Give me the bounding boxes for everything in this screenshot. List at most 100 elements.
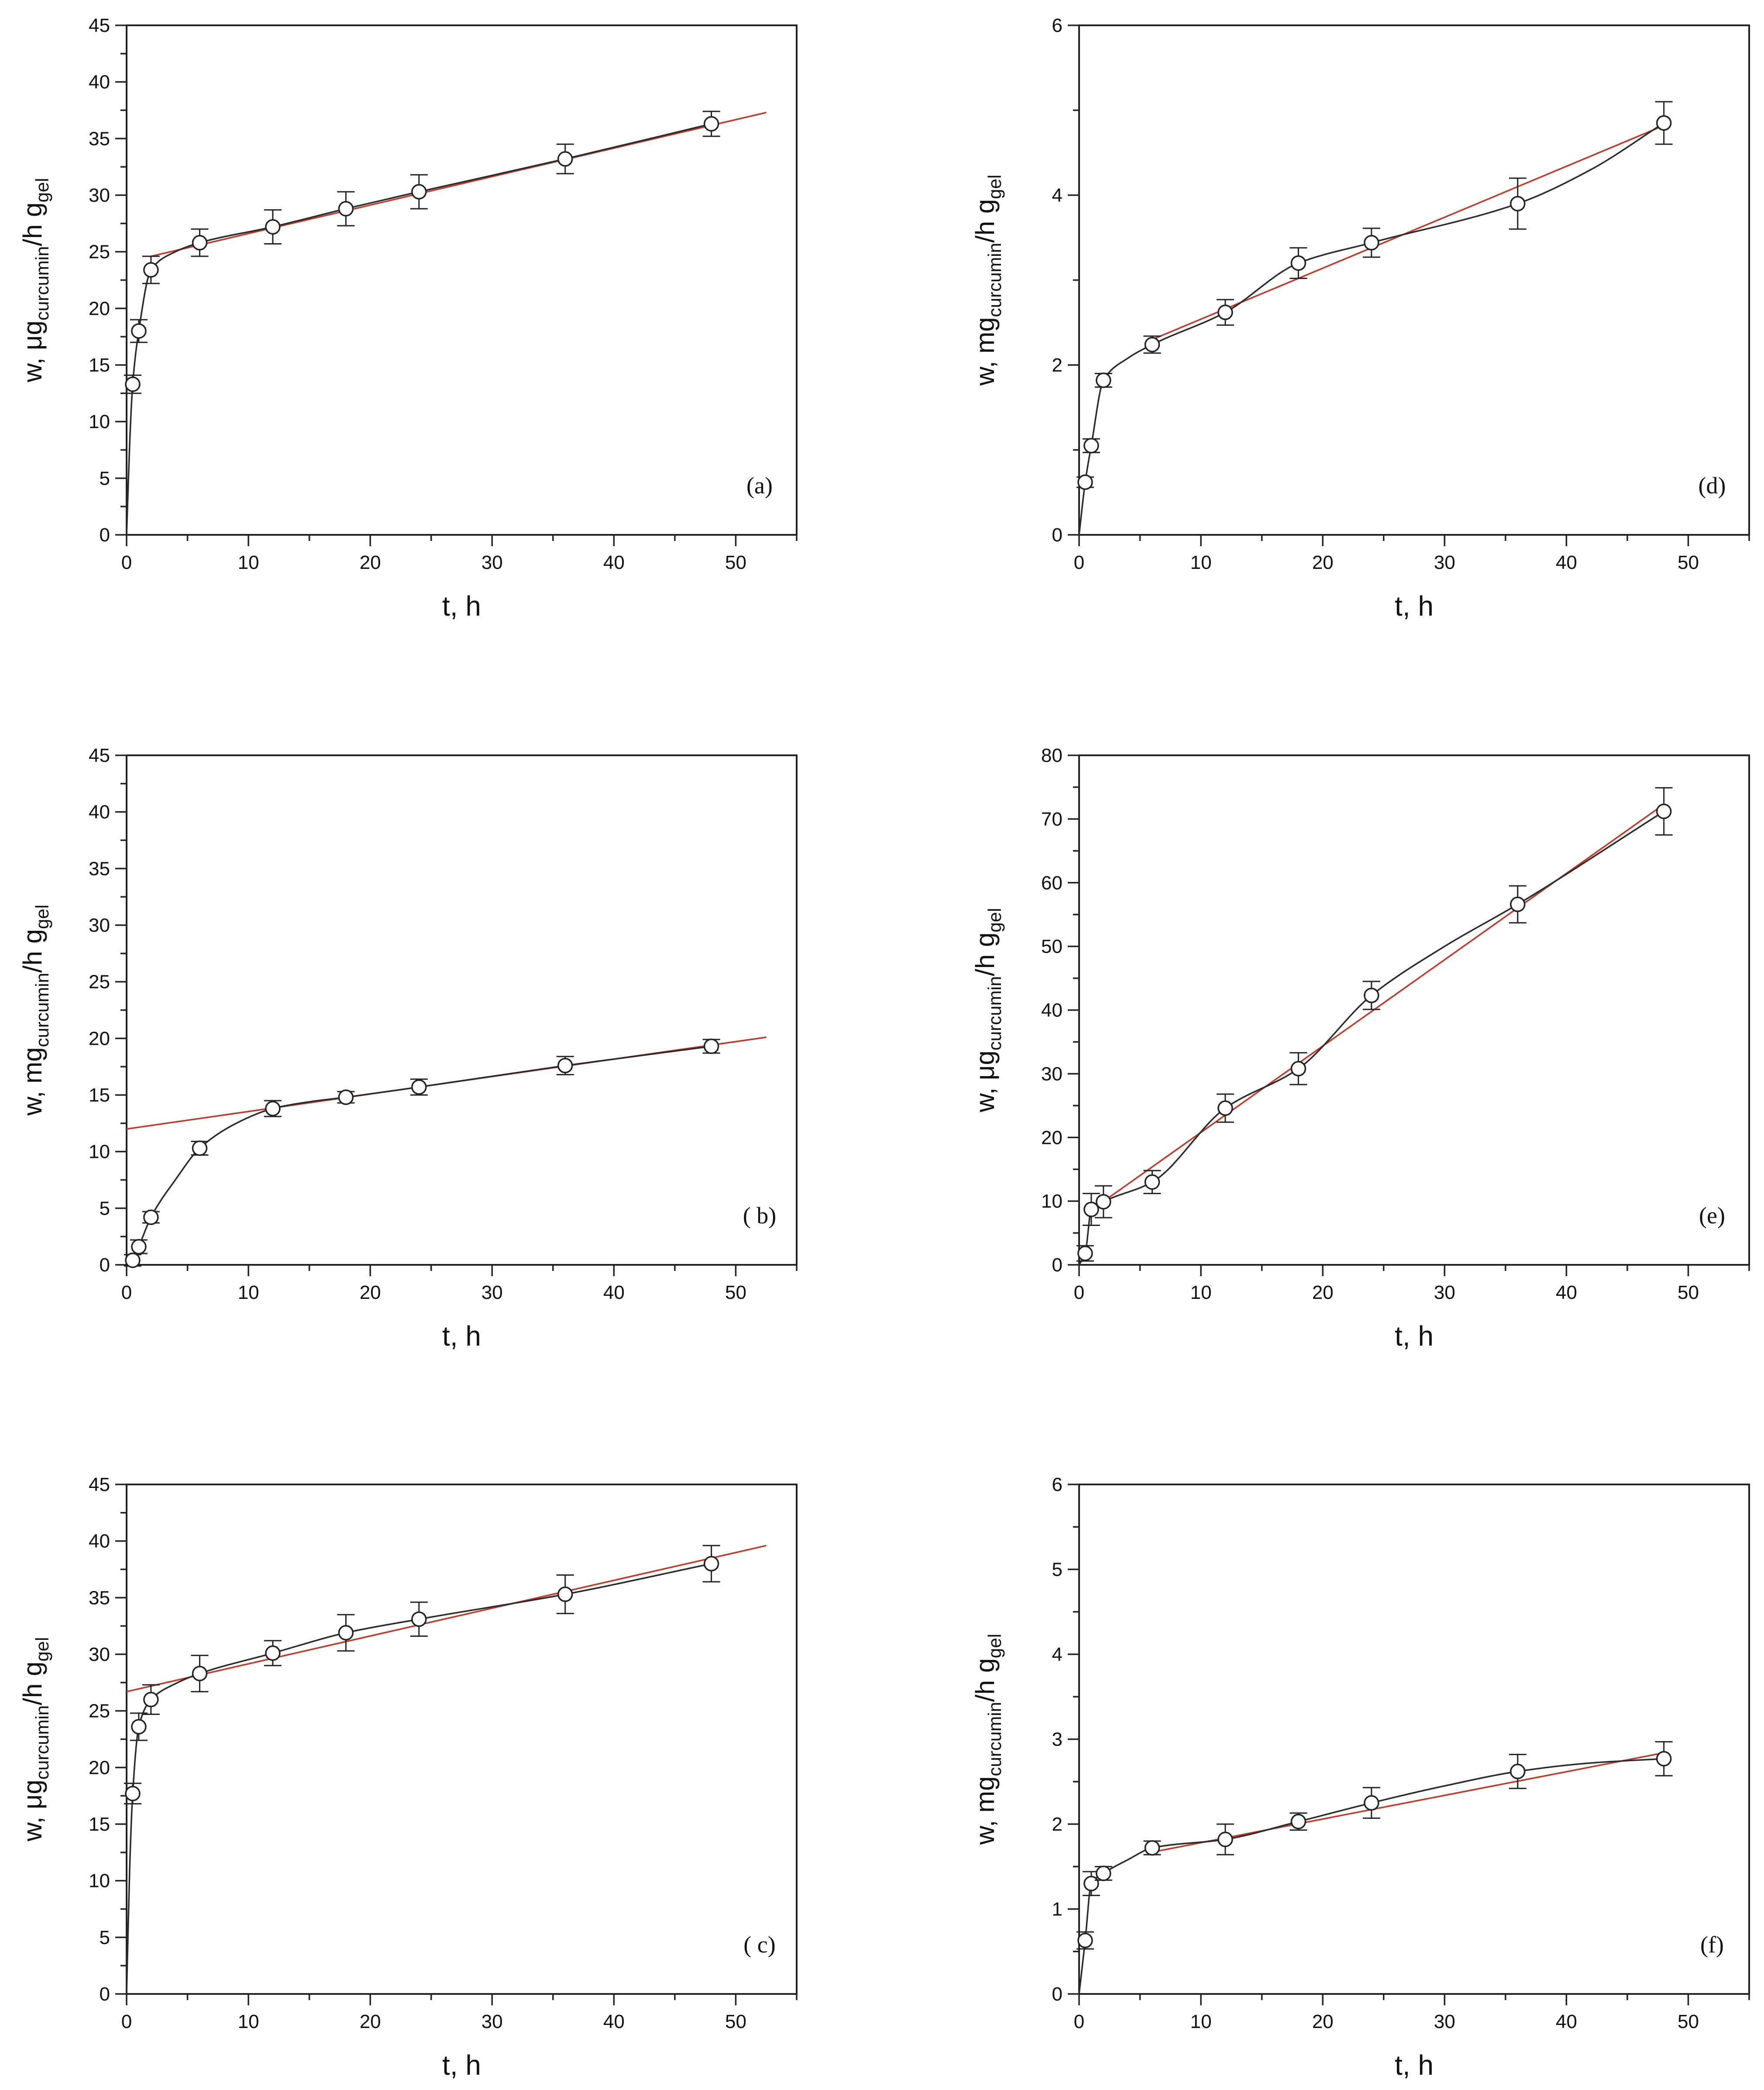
x-axis-label: t, h [442, 1320, 481, 1352]
data-point [1144, 1174, 1160, 1190]
y-tick-label: 20 [89, 1757, 110, 1778]
data-point [557, 1057, 573, 1074]
data-point [1217, 1832, 1233, 1847]
panel-label: (f) [1700, 1932, 1724, 1958]
data-point [1077, 474, 1093, 490]
data-point [1083, 438, 1099, 454]
data-point [703, 116, 719, 132]
data-point [143, 1691, 159, 1708]
y-axis-label-sub2: gel [32, 1637, 52, 1662]
y-axis-label-mid: /h g [18, 929, 47, 973]
x-tick-label: 0 [121, 1282, 132, 1303]
y-axis-label-sub1: curcumin [32, 973, 52, 1047]
y-axis-label-pre: w, μg [970, 1050, 1000, 1112]
y-tick-label: 40 [89, 1531, 110, 1552]
y-axis-label-mid: /h g [970, 199, 1000, 243]
y-tick-label: 0 [1052, 1983, 1063, 2005]
data-point [1364, 988, 1379, 1003]
x-tick-label: 0 [121, 2011, 132, 2032]
x-tick-label: 50 [725, 1282, 746, 1303]
x-tick-label: 40 [603, 2011, 625, 2032]
y-axis-label: w, mgcurcumin/h ggel [18, 905, 52, 1116]
y-axis-label-sub2: gel [984, 908, 1005, 933]
data-point [192, 1140, 208, 1156]
chart-panel-f: 0 10 20 30 40 50 0 1 2 3 4 5 6 t, h w, mgcurcumin/h gg… [970, 1474, 1750, 2081]
data-point [557, 151, 573, 167]
x-tick-label: 50 [725, 2011, 746, 2032]
y-tick-label: 80 [1041, 745, 1063, 766]
y-tick-label: 35 [89, 128, 110, 149]
data-point [411, 1611, 427, 1627]
y-tick-label: 0 [1052, 524, 1063, 546]
x-tick-label: 50 [1678, 2011, 1699, 2032]
y-tick-label: 5 [100, 1927, 110, 1948]
y-tick-label: 1 [1052, 1899, 1063, 1920]
x-tick-label: 0 [1074, 2011, 1084, 2032]
data-point [338, 1625, 354, 1641]
linear-fit-line [1152, 124, 1664, 341]
data-point [1077, 1932, 1093, 1949]
data-point [1364, 235, 1379, 251]
y-axis-label-sub1: curcumin [984, 1702, 1005, 1776]
y-tick-label: 30 [89, 915, 110, 936]
x-tick-label: 10 [238, 552, 259, 573]
data-point [338, 1089, 354, 1105]
y-tick-label: 70 [1041, 809, 1063, 830]
y-tick-label: 6 [1052, 1474, 1063, 1495]
y-axis-label-sub1: curcumin [32, 246, 52, 320]
y-tick-label: 35 [89, 1587, 110, 1608]
y-axis-label-pre: w, mg [18, 1047, 47, 1116]
x-tick-label: 30 [1434, 552, 1455, 573]
data-point [131, 323, 147, 339]
y-tick-label: 5 [1052, 1559, 1063, 1580]
y-tick-label: 4 [1052, 1644, 1063, 1665]
y-tick-label: 10 [89, 411, 110, 433]
x-tick-label: 30 [481, 552, 503, 573]
data-point [131, 1239, 147, 1255]
x-tick-label: 50 [725, 552, 746, 573]
x-axis-label: t, h [1395, 590, 1434, 622]
y-tick-label: 20 [89, 298, 110, 319]
data-point [1083, 1202, 1099, 1217]
data-point [1290, 1060, 1307, 1077]
x-tick-label: 20 [360, 552, 381, 573]
y-tick-label: 6 [1052, 15, 1063, 36]
y-axis-label-mid: /h g [18, 203, 47, 246]
data-point [1290, 1814, 1307, 1829]
y-axis-label-sub1: curcumin [32, 1705, 52, 1780]
y-tick-label: 60 [1041, 872, 1063, 894]
data-point [1290, 255, 1307, 271]
y-tick-label: 15 [89, 355, 110, 376]
y-tick-label: 40 [89, 72, 110, 93]
x-axis-label: t, h [442, 590, 481, 622]
y-tick-label: 10 [1041, 1191, 1063, 1212]
chart-panel-d: 0 10 20 30 40 50 0 2 4 6 t, h w, mgcurcumin/h ggel (… [970, 15, 1750, 622]
y-tick-label: 45 [89, 1474, 110, 1495]
data-point [265, 1101, 281, 1116]
x-tick-label: 0 [1074, 1282, 1084, 1303]
data-point [1096, 372, 1111, 388]
data-point [1217, 304, 1233, 320]
plot-frame [1078, 24, 1750, 536]
data-point [265, 1645, 281, 1661]
y-tick-label: 25 [89, 241, 110, 263]
x-tick-label: 30 [1434, 2011, 1455, 2032]
data-point [1510, 196, 1526, 212]
plot-frame [1078, 1484, 1750, 1995]
y-tick-label: 25 [89, 1701, 110, 1722]
data-point [1144, 337, 1160, 353]
x-tick-label: 20 [360, 2011, 381, 2032]
x-tick-label: 50 [1678, 552, 1699, 573]
y-axis-label-pre: w, mg [970, 1776, 1000, 1845]
y-axis-label: w, mgcurcumin/h ggel [970, 1634, 1005, 1845]
data-point [143, 1209, 159, 1225]
x-tick-label: 20 [360, 1282, 381, 1303]
x-tick-label: 0 [121, 552, 132, 573]
y-axis-label: w, μgcurcumin/h ggel [970, 908, 1005, 1113]
data-point [125, 376, 141, 392]
y-tick-label: 25 [89, 971, 110, 993]
x-tick-label: 30 [481, 2011, 503, 2032]
x-tick-label: 10 [1190, 1282, 1212, 1303]
data-point [703, 1038, 719, 1054]
data-point [1096, 1194, 1111, 1210]
